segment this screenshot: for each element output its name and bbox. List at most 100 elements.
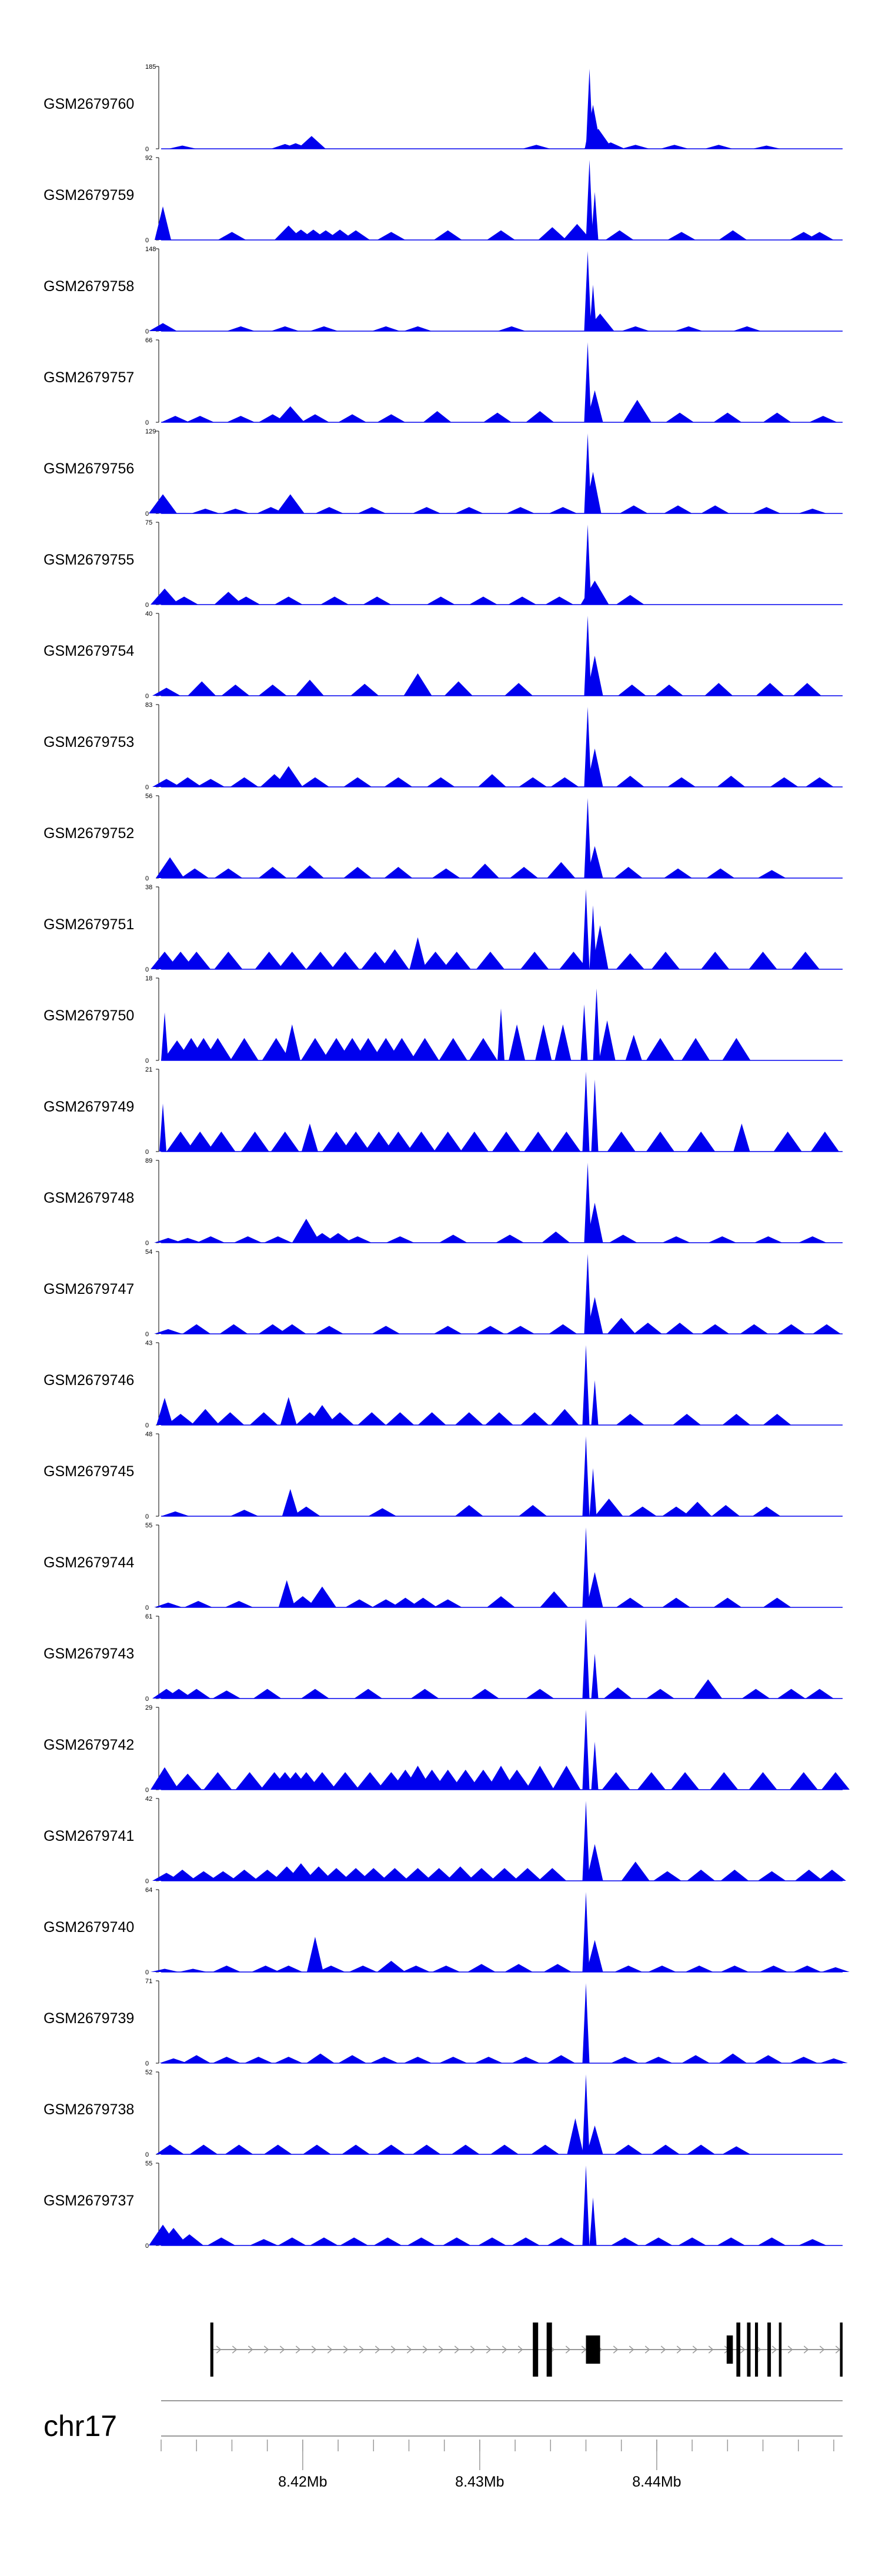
coverage-peak (442, 2237, 471, 2245)
y-max-label: 71 (145, 1978, 152, 1985)
track-GSM2679743: GSM2679743 61 0 (44, 1613, 843, 1703)
coverage-peak (182, 1324, 211, 1334)
coverage-peak (377, 1960, 406, 1972)
coverage-peak (263, 1236, 292, 1243)
coverage-peak (467, 1964, 496, 1972)
y-min-label: 0 (145, 2060, 149, 2067)
coverage-peak (754, 1236, 783, 1243)
coverage-peak (550, 777, 579, 787)
coverage-peak (644, 2057, 673, 2063)
strand-arrow (248, 2345, 253, 2354)
coverage-peak (226, 326, 255, 331)
coverage-peak (188, 681, 216, 696)
coverage-peak (439, 2057, 467, 2063)
coverage-peak (486, 1596, 515, 1607)
coverage-peak (372, 1599, 400, 1607)
coverage-peak (580, 1004, 588, 1060)
coverage-peak (708, 1236, 737, 1243)
coverage-peak (403, 326, 432, 331)
coverage-peak (308, 1405, 336, 1425)
strand-arrow (740, 2345, 746, 2354)
strand-arrow (613, 2345, 619, 2354)
coverage-peak (683, 1501, 712, 1516)
strand-arrow (692, 2345, 698, 2354)
track-label: GSM2679760 (44, 96, 134, 112)
coverage-peak (763, 1413, 791, 1425)
coverage-peak (497, 326, 526, 331)
coverage-peak (209, 1871, 238, 1881)
coverage-peak (159, 2058, 188, 2063)
coverage-peak (156, 1397, 173, 1425)
coverage-peak (582, 1983, 590, 2063)
coverage-peak (543, 1964, 572, 1972)
coverage-peak (292, 1506, 320, 1516)
coverage-peak (218, 232, 246, 240)
track-GSM2679745: GSM2679745 48 0 (44, 1431, 843, 1520)
coverage-peak (549, 507, 577, 513)
coverage-peak (189, 2144, 218, 2154)
y-min-label: 0 (145, 1969, 149, 1976)
coverage-peak (591, 1079, 599, 1152)
strand-arrow (502, 2345, 507, 2354)
coverage-peak (794, 1869, 823, 1881)
coverage-peak (276, 494, 305, 513)
coverage-peak (386, 1236, 415, 1243)
coverage-peak (221, 508, 250, 513)
coverage-peak (433, 1770, 462, 1790)
track-label: GSM2679742 (44, 1737, 134, 1753)
coverage-peak (274, 596, 303, 605)
coverage-peak (306, 2053, 335, 2063)
track-GSM2679741: GSM2679741 42 0 (44, 1796, 846, 1885)
coverage-peak (506, 507, 535, 513)
coverage-peak (586, 390, 603, 422)
coverage-peak (740, 1324, 769, 1334)
coverage-peak (667, 232, 696, 240)
coverage-peak (757, 870, 786, 878)
coverage-peak (182, 1689, 211, 1699)
coverage-peak (391, 1597, 420, 1607)
coverage-peak (280, 1397, 297, 1425)
track-label: GSM2679745 (44, 1463, 134, 1480)
y-max-label: 148 (145, 246, 156, 253)
axis-tick-label: 8.44Mb (632, 2474, 681, 2490)
coverage-peak (483, 412, 512, 422)
y-min-label: 0 (145, 1057, 149, 1065)
coverage-peak (664, 868, 693, 878)
coverage-peak (175, 2234, 204, 2245)
y-max-label: 18 (145, 975, 152, 982)
coverage-peak (219, 1324, 248, 1334)
y-min-label: 0 (145, 602, 149, 609)
coverage-peak (594, 1499, 623, 1516)
coverage-peak (152, 779, 181, 787)
coverage-peak (476, 1326, 505, 1334)
coverage-peak (713, 412, 742, 422)
coverage-peak (286, 1863, 315, 1881)
coverage-peak (789, 2057, 818, 2063)
coverage-peak (410, 1037, 439, 1060)
coverage-peak (230, 1037, 259, 1060)
coverage-peak (582, 1072, 590, 1152)
gene-exon (754, 2323, 759, 2377)
track-GSM2679753: GSM2679753 83 0 (44, 702, 843, 791)
coverage-peak (644, 2237, 673, 2245)
coverage-peak (350, 683, 379, 696)
y-min-label: 0 (145, 784, 149, 791)
y-min-label: 0 (145, 1513, 149, 1520)
genome-axis: chr17 8.42Mb 8.43Mb 8.44Mb (44, 2400, 843, 2490)
coverage-peak (733, 1123, 750, 1152)
coverage-peak (262, 1037, 290, 1060)
y-min-label: 0 (145, 875, 149, 882)
strand-arrow (708, 2345, 714, 2354)
gene-model (210, 2323, 843, 2377)
coverage-peak (372, 1326, 400, 1334)
coverage-peak (251, 1966, 280, 1972)
coverage-peak (614, 2144, 643, 2154)
coverage-peak (165, 1689, 193, 1699)
track-label: GSM2679738 (44, 2101, 134, 2118)
y-min-label: 0 (145, 237, 149, 244)
track-label: GSM2679758 (44, 278, 134, 295)
coverage-peak (249, 1412, 278, 1425)
strand-arrow (375, 2345, 380, 2354)
coverage-peak (270, 1132, 299, 1152)
